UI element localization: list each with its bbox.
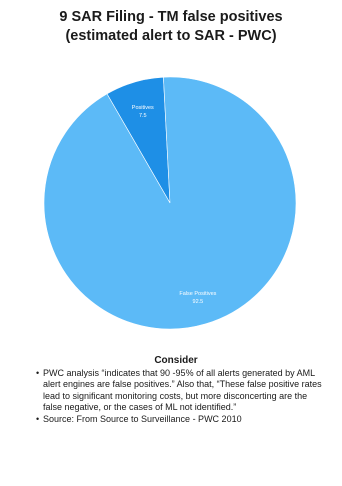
notes-heading: Consider — [154, 355, 198, 366]
pie-slice-false-positives — [43, 76, 297, 330]
notes-panel: Consider PWC analysis “indicates that 90… — [36, 355, 326, 426]
notes-list: PWC analysis “indicates that 90 -95% of … — [36, 368, 326, 426]
pie-value-false-positives: 92.5 — [193, 299, 204, 305]
notes-bullet-source: Source: From Source to Surveillance - PW… — [36, 414, 326, 426]
notes-bullet-analysis: PWC analysis “indicates that 90 -95% of … — [36, 368, 326, 414]
chart-subtitle: (estimated alert to SAR - PWC) — [65, 28, 277, 44]
pie-value-positives: 7.5 — [139, 113, 147, 119]
chart-title-block: 9 SAR Filing - TM false positives (estim… — [0, 8, 342, 46]
pie-label-false-positives: False Positives — [179, 291, 216, 297]
chart-title: 9 SAR Filing - TM false positives — [59, 9, 283, 25]
pie-label-positives: Positives — [132, 105, 154, 111]
